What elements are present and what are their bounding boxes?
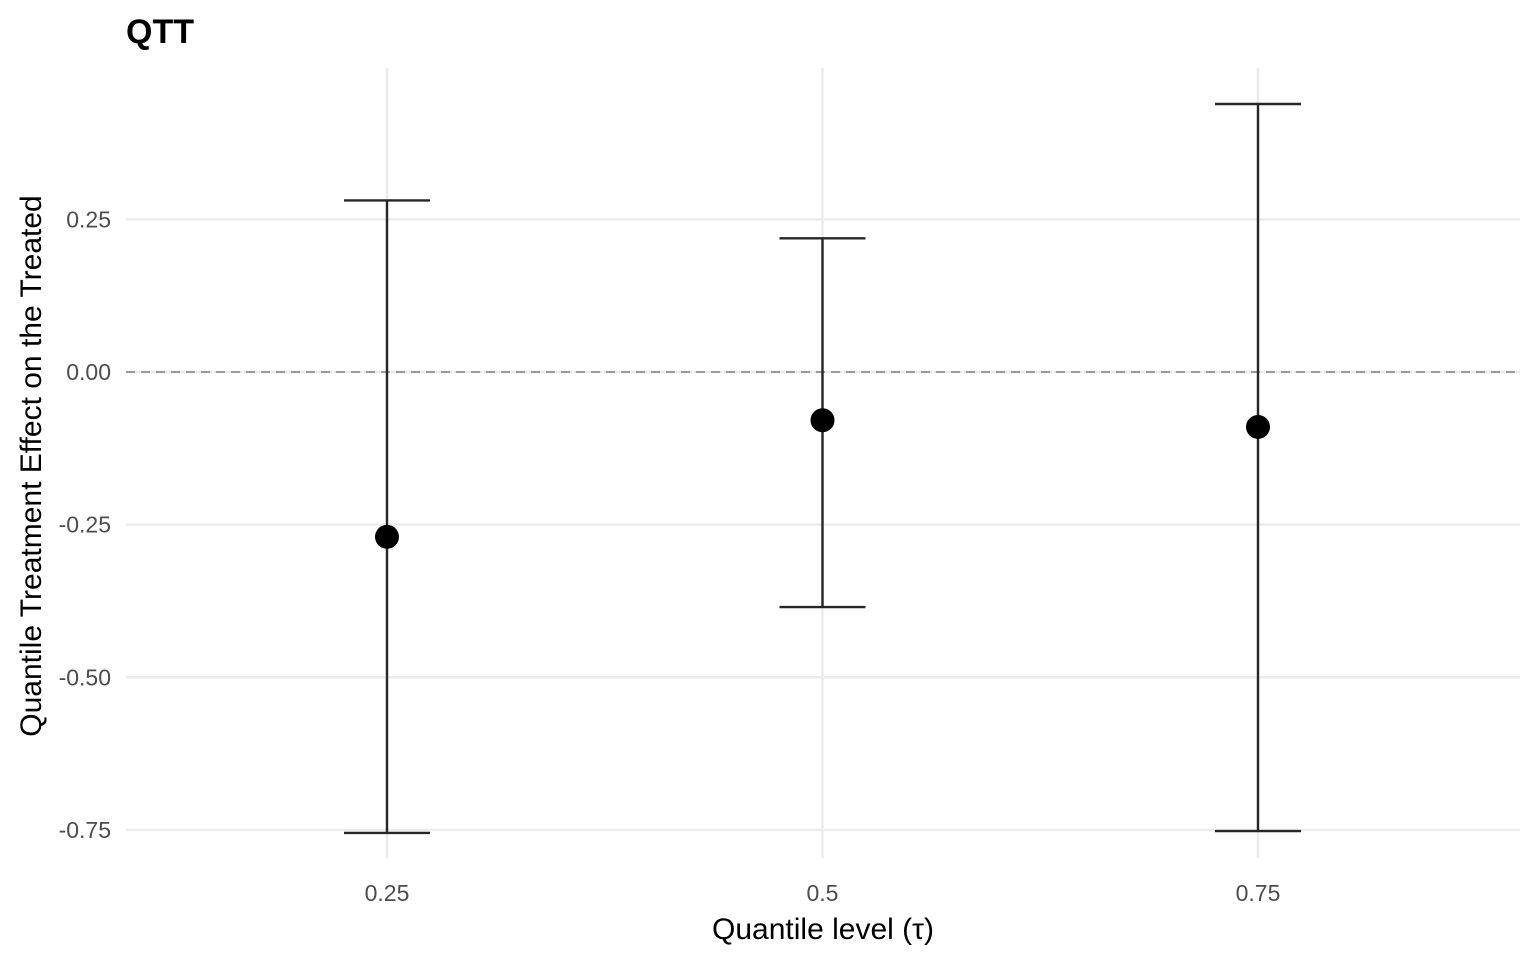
point-0.25 [375,524,399,549]
x-tick-label: 0.75 [1236,880,1281,906]
y-tick-label: 0.00 [66,359,111,385]
data-points [375,408,1270,549]
point-0.75 [1246,414,1270,439]
y-tick-label: -0.75 [59,817,111,843]
y-tick-label: -0.50 [59,664,111,690]
y-tick-label: 0.25 [66,206,111,232]
chart-title: QTT [126,13,194,51]
x-tick-label: 0.5 [807,880,839,906]
error-bar-0.25 [344,199,430,835]
point-0.5 [810,408,835,433]
y-axis-title: Quantile Treatment Effect on the Treated [15,195,48,736]
x-axis-title: Quantile level (τ) [712,913,934,946]
error-bar-0.75 [1215,102,1301,833]
x-axis-tick-labels: 0.25 0.5 0.75 [365,880,1281,906]
y-tick-label: -0.25 [59,512,111,538]
x-tick-label: 0.25 [365,880,410,906]
y-axis-tick-labels: 0.25 0.00 -0.25 -0.50 -0.75 [59,206,111,843]
